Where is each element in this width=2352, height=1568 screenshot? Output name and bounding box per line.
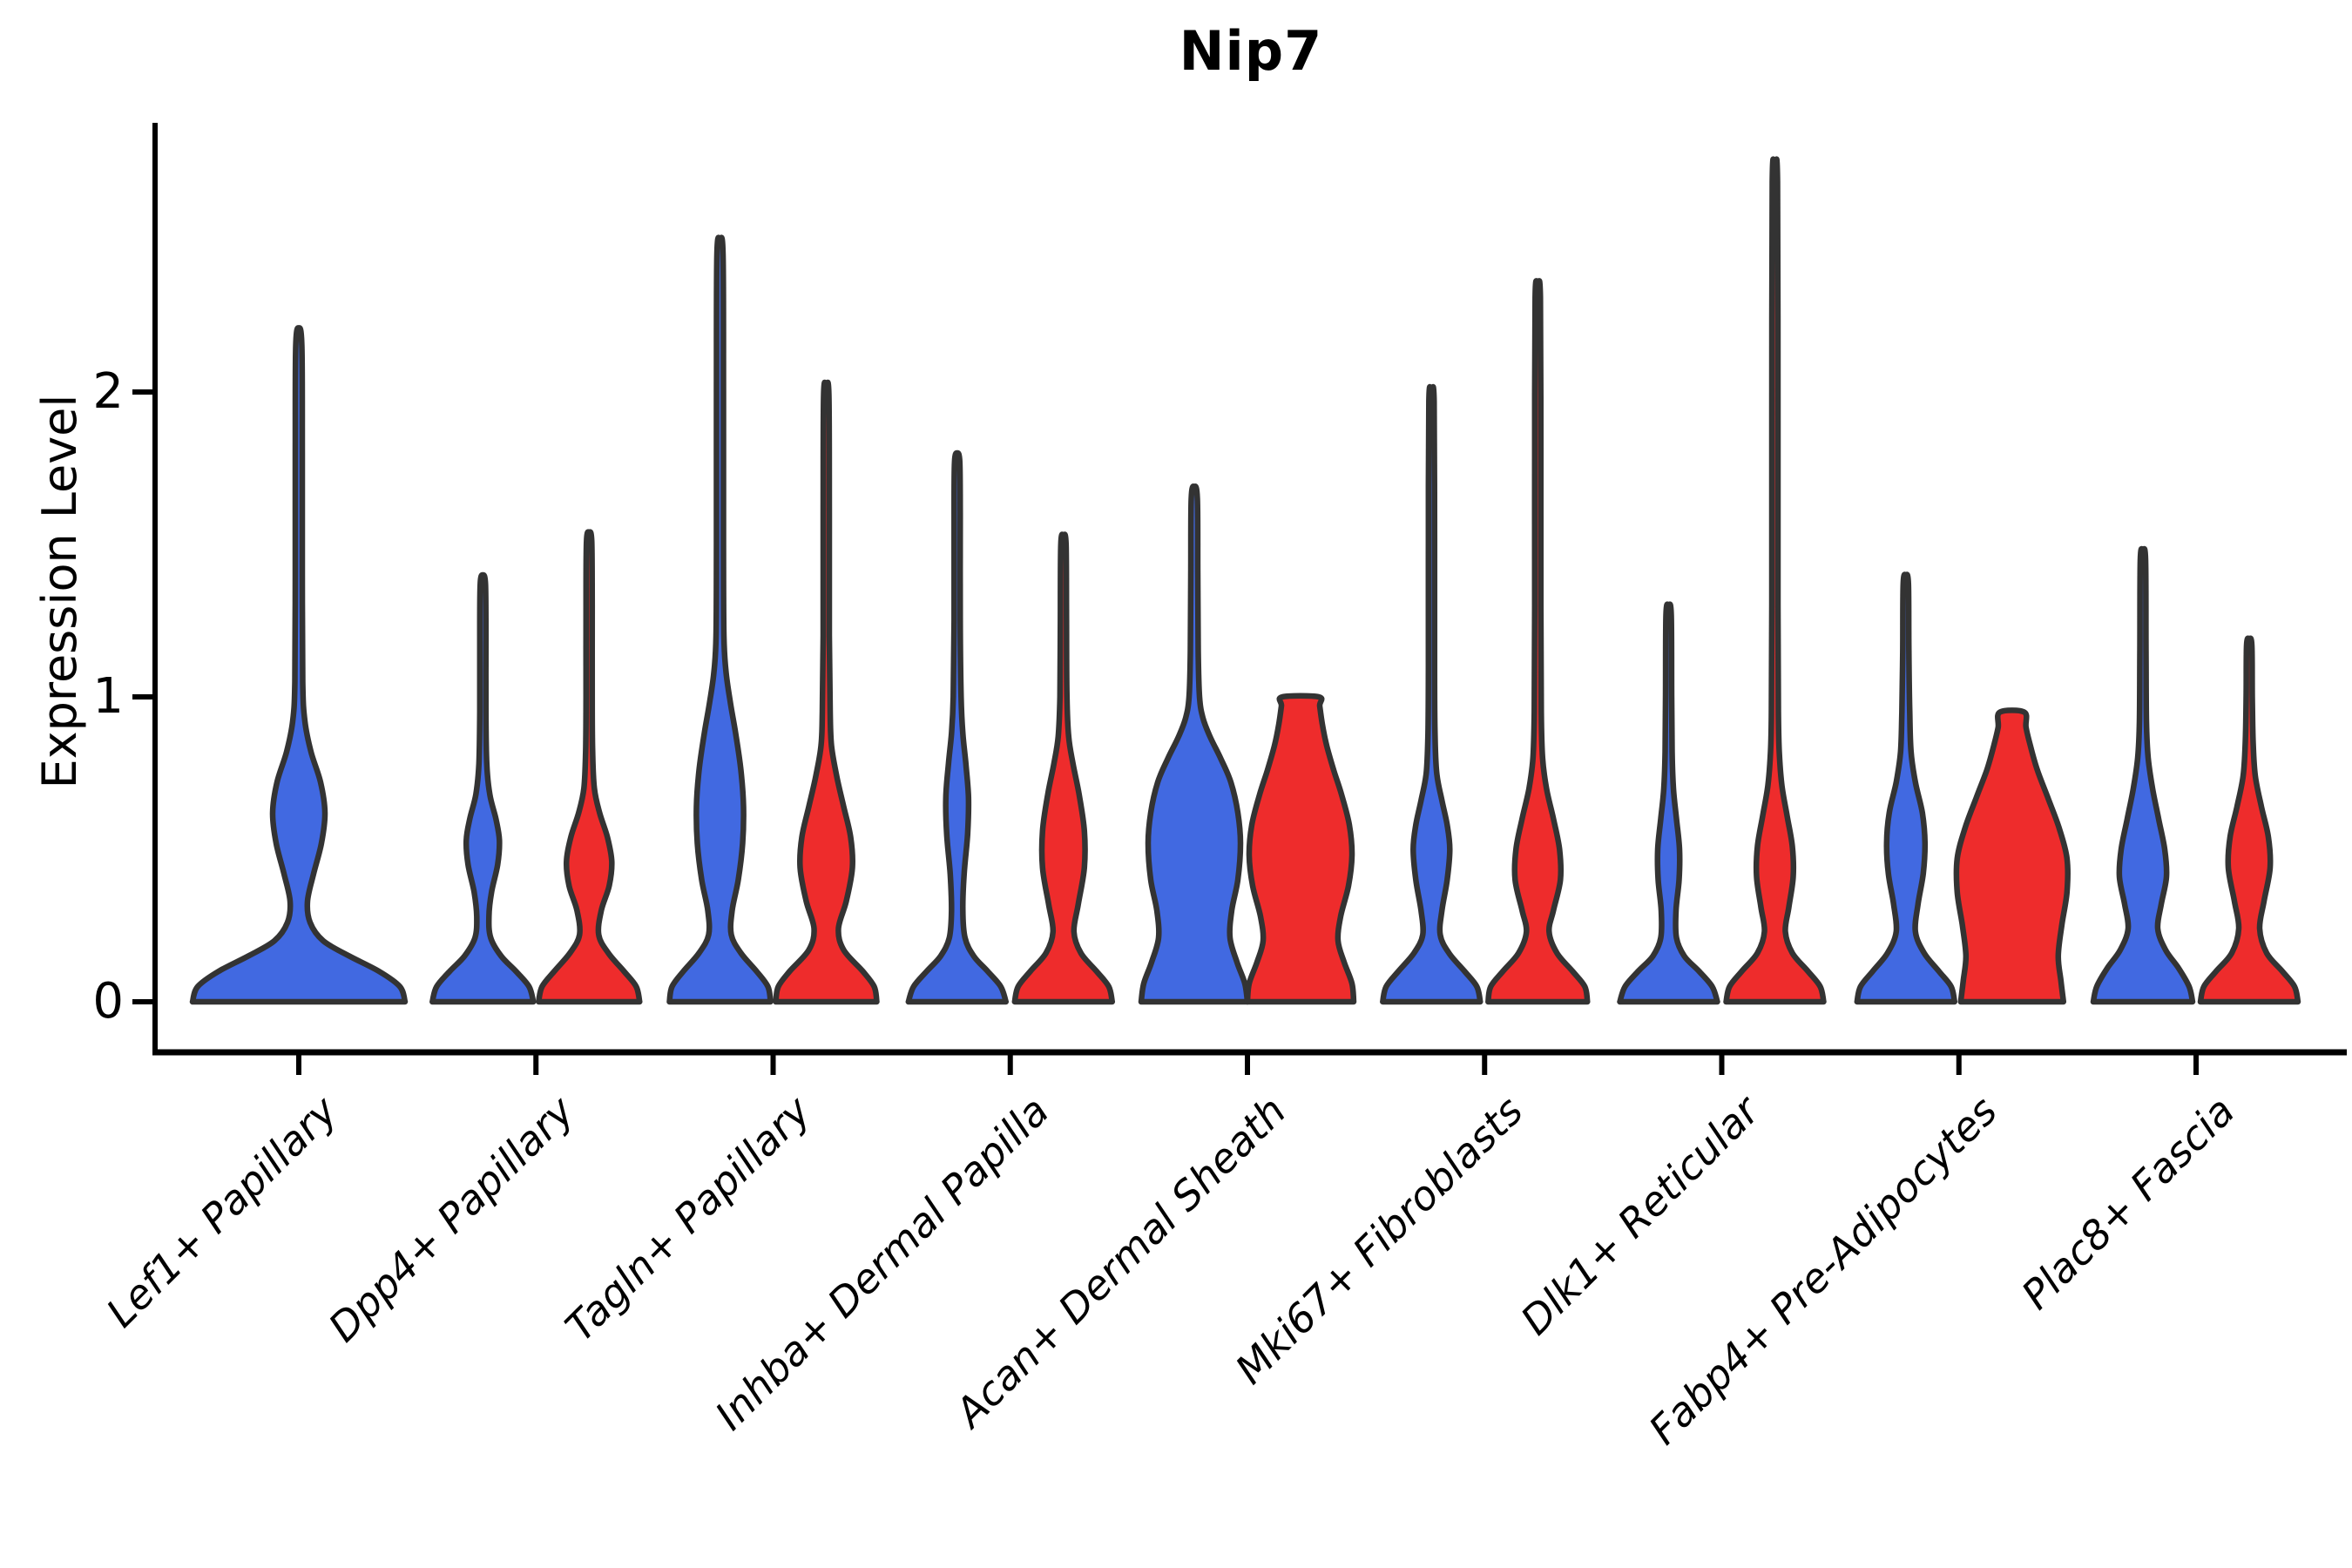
y-tick-label-0: 0	[92, 973, 124, 1030]
violin-red-Dlk1+ Reticular	[1723, 156, 1827, 1005]
violin-red-Fabp4+ Pre-Adipocytes	[1953, 707, 2071, 1005]
violin-red-Mki67+ Fibroblasts	[1485, 278, 1591, 1005]
violin-blue-Lef1+ Papillary	[189, 325, 409, 1005]
violin-red-Inhba+ Dermal Papilla	[1011, 531, 1116, 1005]
violin-red-Plac8+ Fascia	[2197, 635, 2301, 1005]
y-tick-label-1: 1	[92, 668, 124, 725]
violin-red-Acan+ Dermal Sheath	[1244, 693, 1357, 1005]
violin-blue-Mki67+ Fibroblasts	[1380, 384, 1484, 1005]
violin-blue-Dpp4+ Papillary	[429, 571, 537, 1005]
violin-blue-Fabp4+ Pre-Adipocytes	[1854, 571, 1958, 1005]
chart-title: Nip7	[1179, 19, 1323, 83]
y-tick-label-2: 2	[92, 363, 124, 420]
violin-blue-Plac8+ Fascia	[2090, 545, 2196, 1005]
violin-blue-Acan+ Dermal Sheath	[1138, 483, 1251, 1005]
violin-blue-Dlk1+ Reticular	[1617, 601, 1720, 1005]
violin-red-Tagln+ Papillary	[773, 379, 880, 1005]
violin-blue-Inhba+ Dermal Papilla	[905, 449, 1010, 1005]
violin-red-Dpp4+ Papillary	[536, 529, 643, 1005]
axes	[132, 123, 2347, 1075]
violin-blue-Tagln+ Papillary	[666, 234, 774, 1005]
